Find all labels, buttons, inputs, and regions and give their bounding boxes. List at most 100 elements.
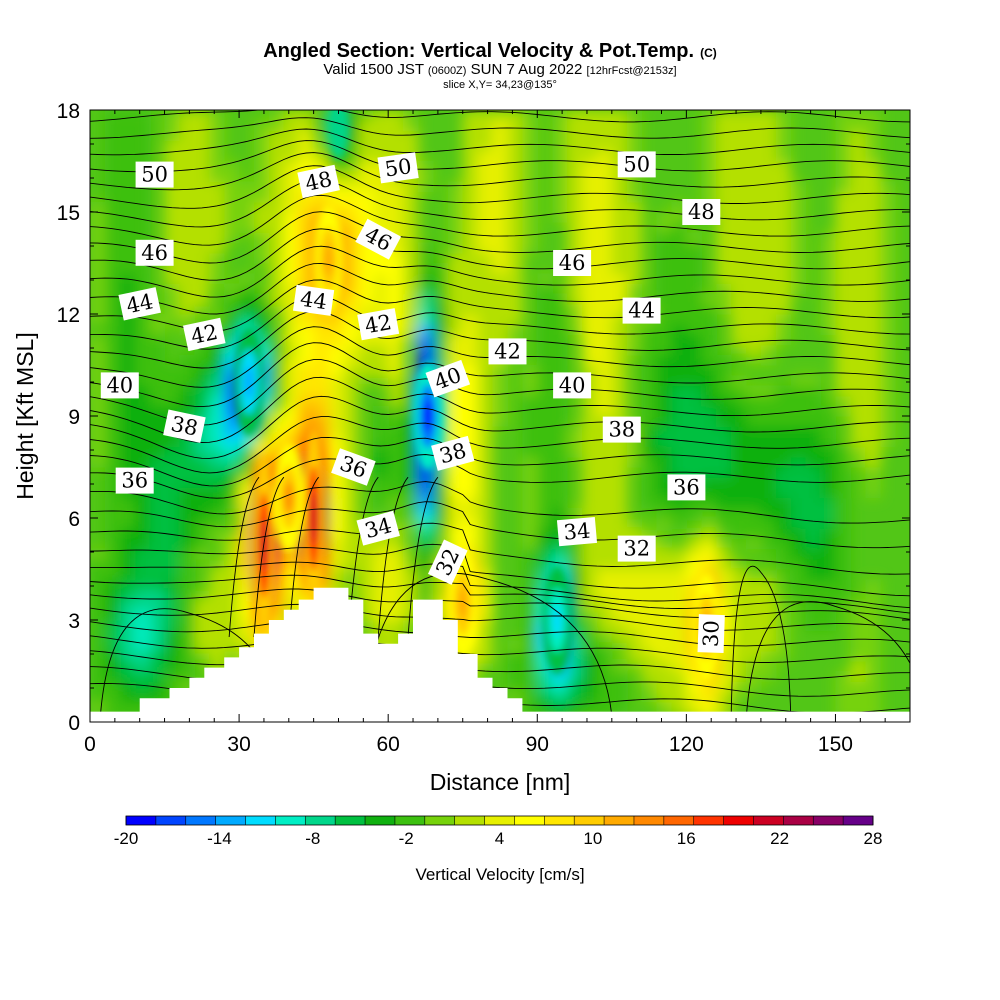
velocity-cell <box>373 569 389 580</box>
velocity-cell <box>462 467 479 478</box>
velocity-cell <box>746 395 762 407</box>
velocity-cell <box>462 395 479 407</box>
velocity-cell <box>567 436 583 448</box>
velocity-cell <box>611 140 628 152</box>
velocity-cell <box>596 110 613 121</box>
velocity-cell <box>716 232 732 244</box>
velocity-cell <box>731 395 747 407</box>
velocity-cell <box>373 150 389 162</box>
velocity-cell <box>179 140 195 152</box>
contour-label-text: 36 <box>121 469 148 493</box>
velocity-cell <box>522 681 538 692</box>
velocity-cell <box>567 620 583 631</box>
velocity-cell <box>760 161 777 172</box>
velocity-cell <box>298 263 315 274</box>
velocity-cell <box>194 620 210 631</box>
velocity-cell <box>522 528 538 539</box>
velocity-cell <box>507 110 523 121</box>
velocity-cell <box>582 344 598 356</box>
velocity-cell <box>224 395 240 407</box>
velocity-cell <box>865 671 881 682</box>
velocity-cell <box>671 640 687 652</box>
velocity-cell <box>313 354 330 366</box>
velocity-cell <box>164 436 181 448</box>
velocity-cell <box>432 334 449 346</box>
velocity-cell <box>865 354 881 366</box>
velocity-cell <box>209 589 225 601</box>
velocity-cell <box>596 609 613 621</box>
velocity-cell <box>403 497 419 509</box>
velocity-cell <box>820 405 837 417</box>
velocity-cell <box>507 314 523 325</box>
velocity-cell <box>880 426 896 437</box>
velocity-cell <box>701 456 717 468</box>
velocity-cell <box>418 354 434 366</box>
velocity-cell <box>343 354 359 366</box>
velocity-cell <box>835 110 851 121</box>
velocity-cell <box>403 507 419 519</box>
velocity-cell <box>462 354 479 366</box>
velocity-cell <box>656 518 673 529</box>
velocity-cell <box>760 150 777 162</box>
velocity-cell <box>447 314 464 325</box>
velocity-cell <box>358 354 374 366</box>
velocity-cell <box>507 150 523 162</box>
contour-label-bg <box>100 372 139 399</box>
velocity-cell <box>537 691 553 703</box>
velocity-cell <box>716 691 732 703</box>
velocity-core <box>324 243 334 276</box>
velocity-cell <box>656 293 673 305</box>
velocity-cell <box>313 120 330 131</box>
velocity-cell <box>194 365 210 376</box>
velocity-cell <box>209 252 225 264</box>
velocity-cell <box>865 263 881 274</box>
velocity-cell <box>522 110 538 121</box>
velocity-cell <box>134 650 151 662</box>
velocity-cell <box>865 314 881 325</box>
velocity-cell <box>626 456 643 468</box>
velocity-cell <box>746 579 762 590</box>
velocity-cell <box>209 507 225 519</box>
velocity-cell <box>552 130 568 142</box>
velocity-cell <box>90 630 106 641</box>
velocity-cell <box>596 334 613 346</box>
velocity-cell <box>775 456 792 468</box>
velocity-cell <box>522 609 538 621</box>
velocity-cell <box>268 538 285 550</box>
velocity-cell <box>522 650 538 662</box>
velocity-cell <box>239 303 255 315</box>
velocity-cell <box>119 191 136 203</box>
velocity-cell <box>462 252 479 264</box>
velocity-cell <box>641 579 658 590</box>
velocity-cell <box>194 181 210 193</box>
velocity-cell <box>462 487 479 499</box>
velocity-cell <box>283 181 300 193</box>
velocity-cell <box>328 385 345 397</box>
velocity-cell <box>835 375 851 386</box>
velocity-cell <box>477 354 494 366</box>
velocity-cell <box>716 130 732 142</box>
velocity-cell <box>760 130 777 142</box>
velocity-cell <box>760 599 777 611</box>
velocity-cell <box>90 324 106 335</box>
velocity-cell <box>760 334 777 346</box>
velocity-cell <box>119 130 136 142</box>
velocity-cell <box>477 365 494 376</box>
velocity-cell <box>731 416 747 427</box>
velocity-cell <box>90 640 106 652</box>
velocity-cell <box>104 640 121 652</box>
velocity-cell <box>432 344 449 356</box>
velocity-cell <box>701 120 717 131</box>
velocity-cell <box>477 405 494 417</box>
contour-label-text: 38 <box>608 418 635 442</box>
velocity-cell <box>418 334 434 346</box>
velocity-cell <box>582 242 598 254</box>
velocity-cell <box>537 314 553 325</box>
velocity-cell <box>343 273 359 284</box>
velocity-cell <box>567 640 583 652</box>
contour-label: 48 <box>297 164 340 199</box>
contour-label-text: 32 <box>623 537 650 561</box>
velocity-cell <box>522 691 538 703</box>
velocity-cell <box>358 589 374 601</box>
velocity-cell <box>865 487 881 499</box>
